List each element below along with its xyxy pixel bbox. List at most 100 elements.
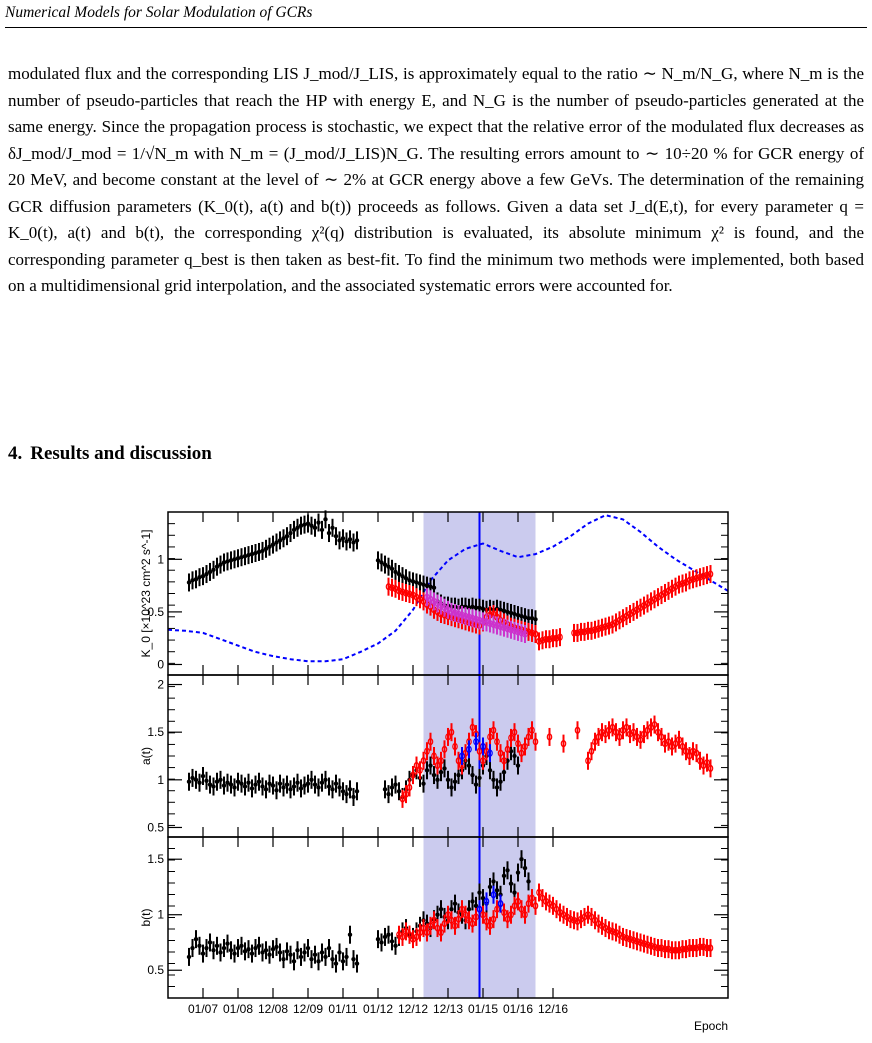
data-point [456, 772, 461, 778]
data-point [305, 521, 311, 526]
data-point [658, 944, 665, 952]
data-point [655, 728, 661, 736]
data-point [316, 959, 321, 964]
data-point [676, 736, 682, 744]
data-point [214, 779, 220, 784]
data-point [393, 569, 398, 575]
data-point [511, 627, 518, 635]
data-point [277, 538, 283, 543]
data-point [494, 905, 500, 913]
data-point [197, 780, 202, 785]
data-point [508, 881, 514, 886]
data-point [291, 959, 297, 964]
data-point [679, 945, 686, 953]
data-point [410, 771, 416, 779]
data-point [508, 610, 514, 616]
data-point [658, 733, 665, 741]
data-point [630, 728, 637, 736]
data-point [309, 956, 314, 962]
data-point [665, 738, 672, 746]
data-point [316, 520, 321, 525]
data-point [232, 785, 237, 790]
data-point [526, 616, 531, 621]
data-point [389, 584, 395, 592]
data-point [459, 905, 465, 913]
series-4 [459, 732, 493, 765]
data-point [459, 752, 465, 760]
data-point [351, 794, 356, 800]
x-tick-label: 01/12 [363, 1002, 393, 1016]
series-6 [536, 565, 714, 651]
data-point [200, 573, 206, 579]
data-point [354, 961, 360, 966]
data-point [207, 569, 213, 575]
data-point [291, 784, 297, 789]
data-point [504, 745, 511, 753]
data-point [281, 956, 286, 962]
data-point [473, 782, 479, 787]
data-point [651, 943, 658, 951]
data-point [424, 747, 430, 755]
data-point [525, 900, 532, 908]
data-point [431, 916, 437, 924]
data-point [421, 781, 426, 786]
data-point [501, 757, 507, 765]
data-point [522, 911, 528, 919]
data-point [693, 574, 700, 582]
data-point [375, 558, 381, 563]
data-point [386, 791, 391, 797]
data-point [438, 906, 444, 912]
data-point [473, 903, 479, 909]
data-point [214, 564, 220, 569]
data-point [480, 757, 486, 765]
data-point [431, 752, 437, 760]
data-point [225, 941, 230, 946]
data-point [707, 764, 714, 772]
data-point [578, 628, 584, 636]
data-point [228, 558, 234, 563]
data-point [557, 633, 563, 641]
data-point [396, 571, 402, 577]
data-point [487, 922, 493, 930]
data-point [599, 624, 605, 632]
x-tick-label: 12/12 [398, 1002, 428, 1016]
data-point [197, 943, 202, 949]
data-point [700, 572, 707, 580]
data-point [445, 777, 451, 783]
data-point [455, 757, 462, 765]
data-point [448, 728, 455, 736]
data-point [508, 626, 514, 634]
data-point [186, 580, 192, 585]
data-point [455, 610, 462, 618]
data-point [319, 780, 325, 785]
data-point [270, 783, 276, 788]
data-point [393, 782, 398, 787]
data-point [340, 536, 346, 541]
data-point [396, 789, 402, 794]
data-point [487, 884, 493, 890]
data-point [288, 952, 293, 957]
data-point [574, 629, 581, 637]
data-point [637, 736, 644, 744]
data-point [469, 723, 476, 732]
data-point [508, 911, 514, 919]
data-point [407, 578, 412, 583]
data-point [431, 772, 437, 778]
data-point [406, 931, 413, 939]
data-point [417, 928, 423, 937]
data-point [452, 779, 458, 784]
header-rule [5, 27, 867, 28]
data-point [515, 628, 521, 636]
data-point [421, 582, 426, 587]
data-point [512, 611, 517, 617]
data-point [462, 612, 469, 620]
data-point [438, 928, 444, 937]
data-point [522, 742, 528, 751]
data-point [662, 945, 668, 953]
data-point [585, 627, 591, 635]
data-point [497, 749, 504, 757]
data-point [623, 934, 630, 942]
data-point [452, 901, 458, 906]
data-point [470, 899, 475, 904]
